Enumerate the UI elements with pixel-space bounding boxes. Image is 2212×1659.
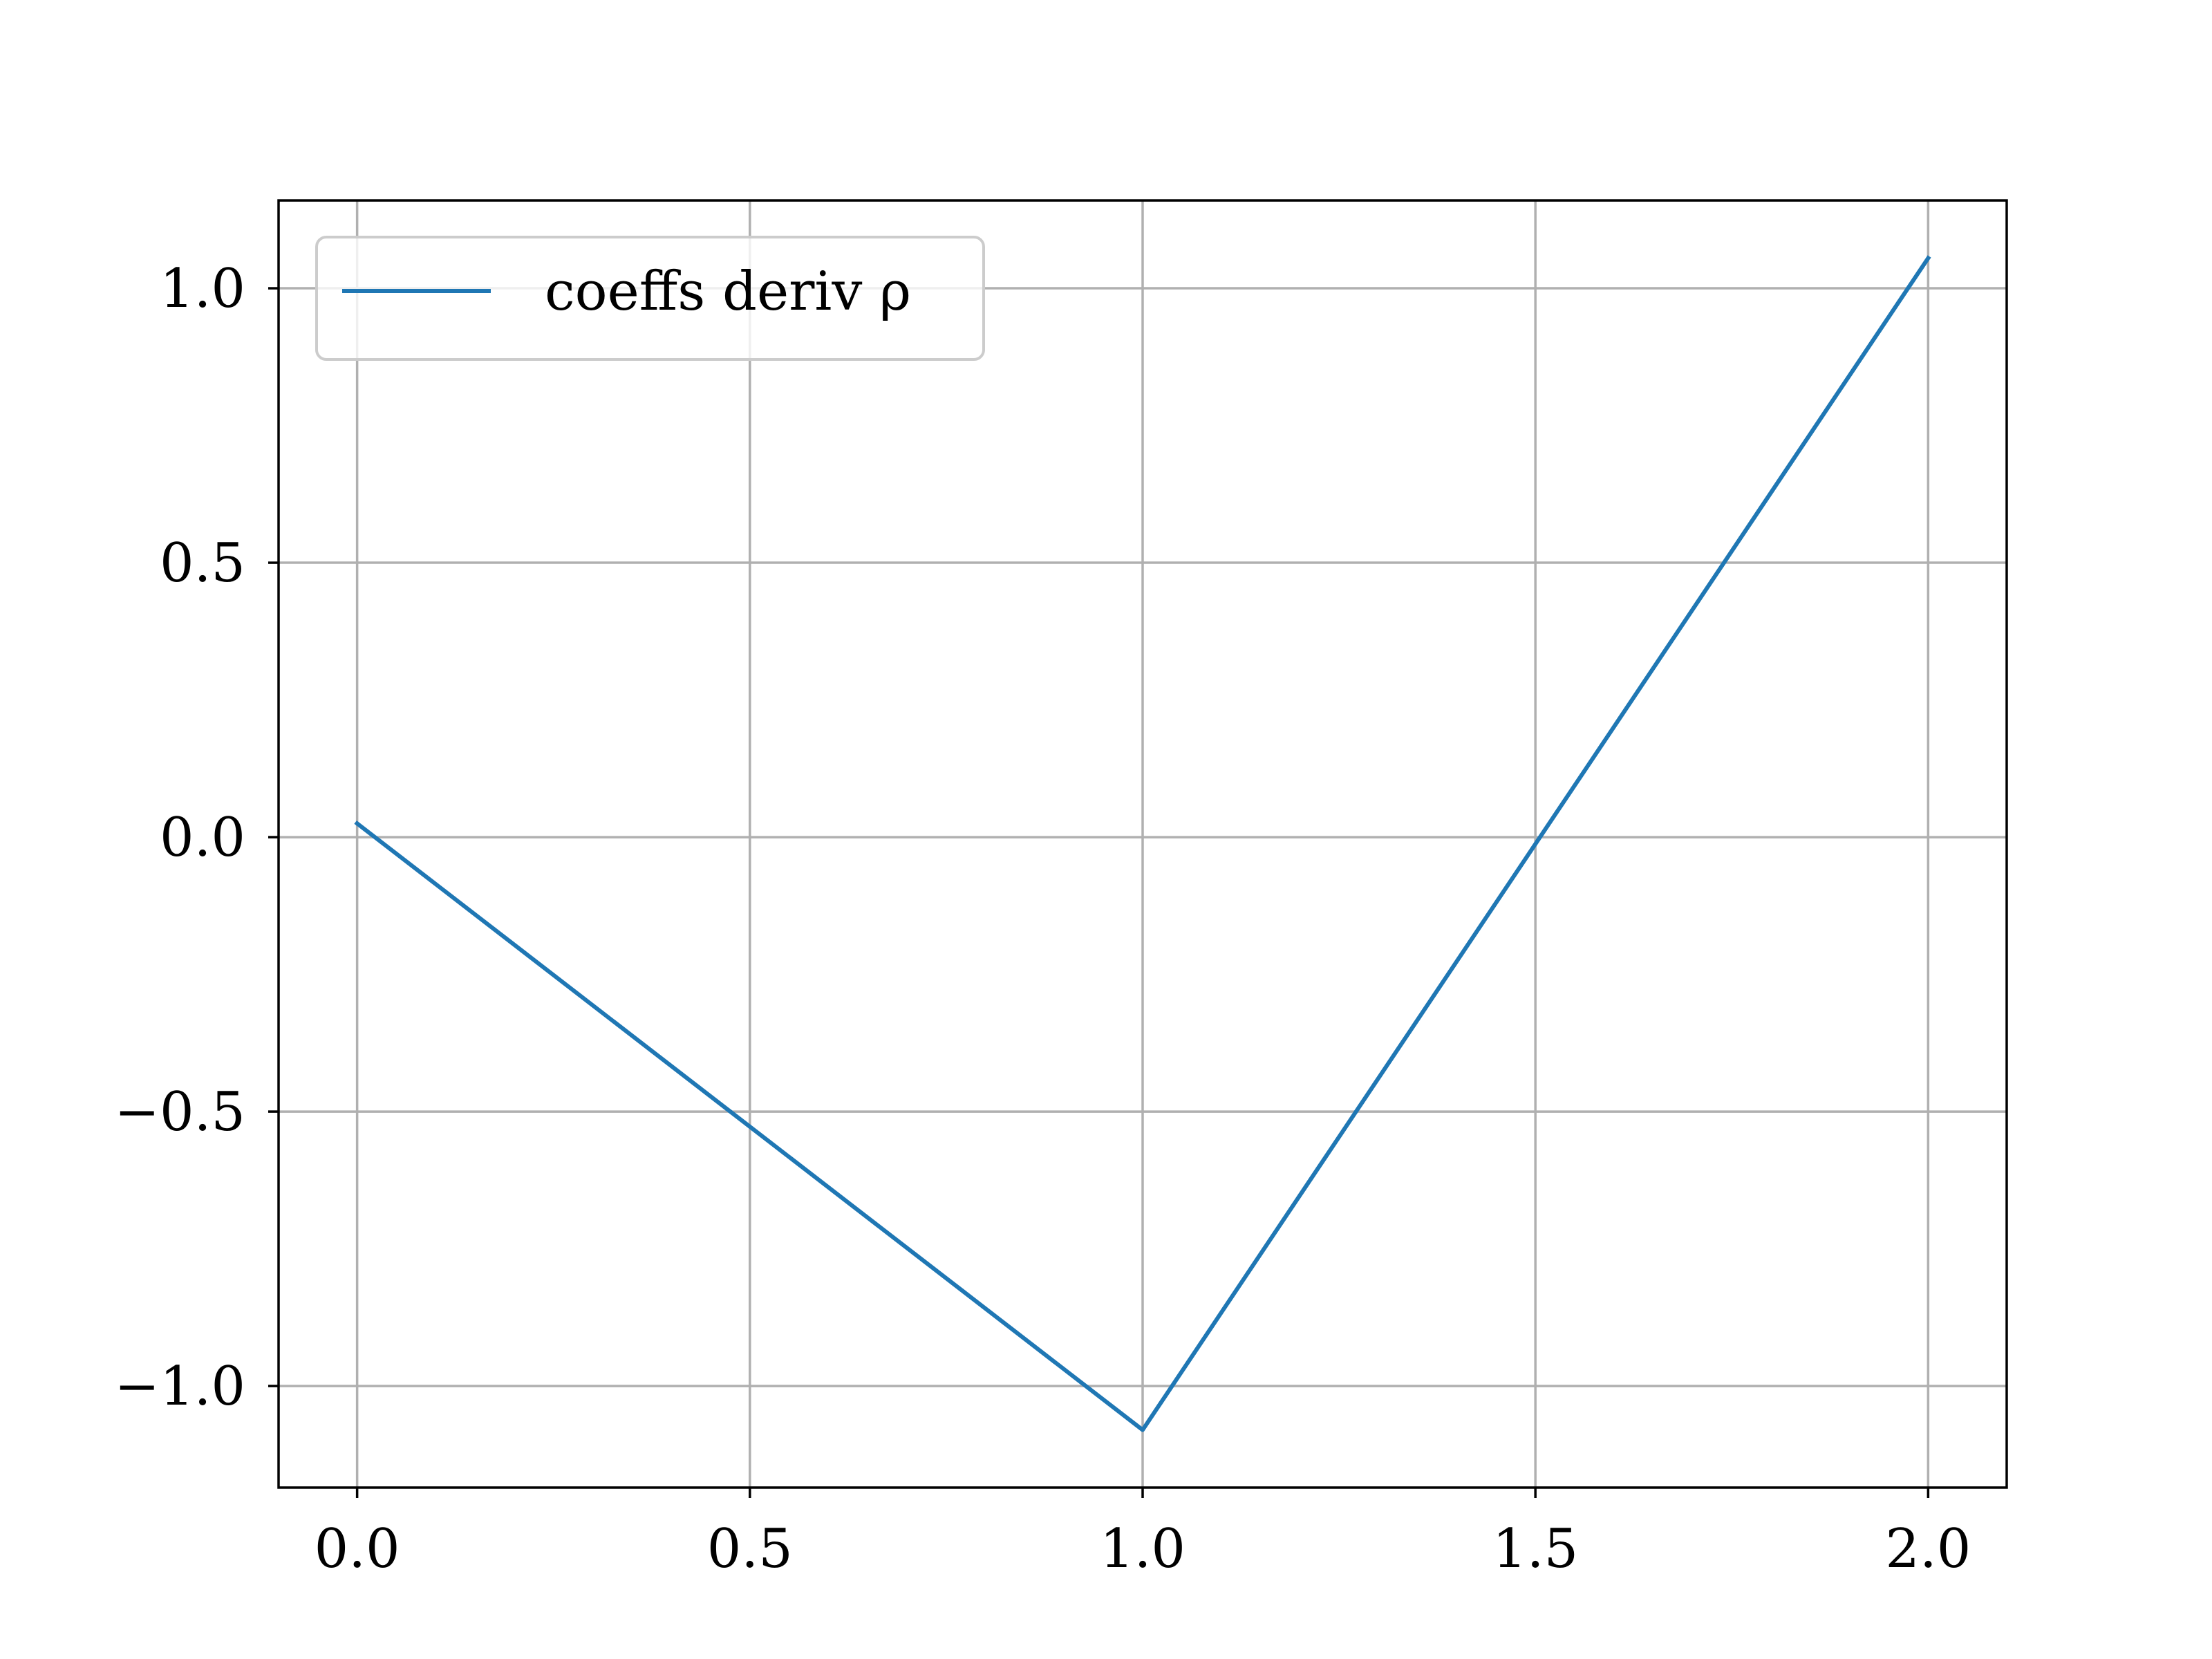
tick-labels: 0.0 0.5 1.0 1.5 2.0 −1.0 −0.5 0.0 0.5 1.0 bbox=[115, 258, 1971, 1580]
legend-box bbox=[315, 236, 985, 361]
y-tick-label: −1.0 bbox=[115, 1356, 245, 1418]
x-tick-label: 0.0 bbox=[315, 1518, 400, 1580]
x-tick-label: 0.5 bbox=[707, 1518, 793, 1580]
y-tick-label: −0.5 bbox=[115, 1081, 245, 1143]
y-tick-label: 0.0 bbox=[160, 807, 245, 869]
x-tick-label: 1.0 bbox=[1100, 1518, 1185, 1580]
series-line bbox=[354, 255, 1931, 1432]
x-tick-label: 1.5 bbox=[1492, 1518, 1578, 1580]
ticks bbox=[268, 287, 1930, 1498]
y-tick-label: 0.5 bbox=[160, 532, 245, 594]
legend-label: coeffs deriv ρ bbox=[545, 261, 911, 323]
series-layer bbox=[354, 255, 1931, 1432]
grid bbox=[279, 200, 2007, 1488]
legend: coeffs deriv ρ bbox=[315, 236, 985, 361]
x-tick-label: 2.0 bbox=[1885, 1518, 1971, 1580]
y-tick-label: 1.0 bbox=[160, 258, 245, 320]
